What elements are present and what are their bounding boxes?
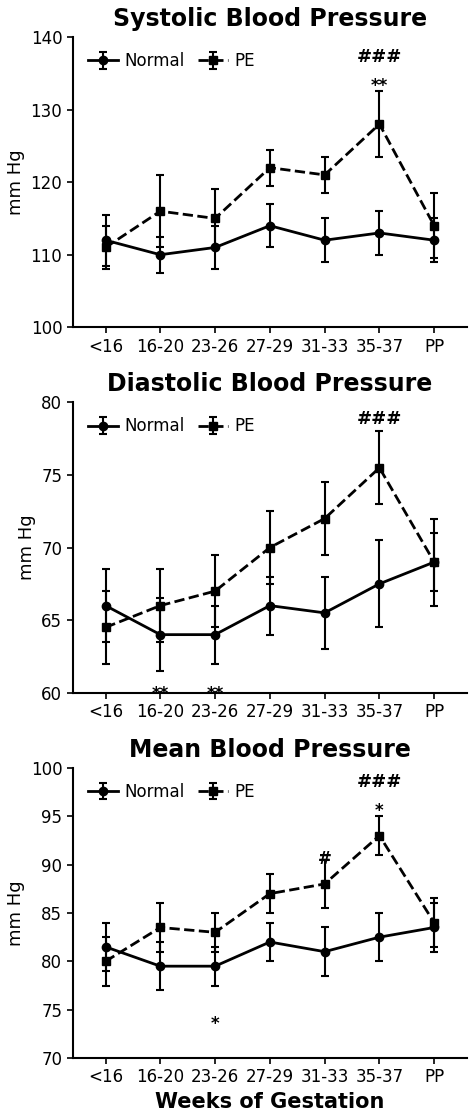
Text: ###: ### xyxy=(357,48,402,66)
Title: Mean Blood Pressure: Mean Blood Pressure xyxy=(129,737,411,762)
Text: *: * xyxy=(211,1015,219,1033)
Text: *: * xyxy=(375,801,384,820)
Text: #: # xyxy=(318,850,332,868)
Y-axis label: mm Hg: mm Hg xyxy=(7,881,25,946)
Text: ###: ### xyxy=(357,410,402,427)
Text: **: ** xyxy=(371,77,388,95)
Text: ###: ### xyxy=(357,773,402,791)
Y-axis label: mm Hg: mm Hg xyxy=(7,149,25,215)
Legend: Normal, PE: Normal, PE xyxy=(81,777,262,808)
Title: Diastolic Blood Pressure: Diastolic Blood Pressure xyxy=(107,373,432,396)
Legend: Normal, PE: Normal, PE xyxy=(81,411,262,442)
X-axis label: Weeks of Gestation: Weeks of Gestation xyxy=(155,1092,384,1112)
Text: **: ** xyxy=(207,686,224,704)
Y-axis label: mm Hg: mm Hg xyxy=(18,515,36,581)
Legend: Normal, PE: Normal, PE xyxy=(81,46,262,77)
Text: **: ** xyxy=(152,686,169,704)
Title: Systolic Blood Pressure: Systolic Blood Pressure xyxy=(113,7,427,31)
